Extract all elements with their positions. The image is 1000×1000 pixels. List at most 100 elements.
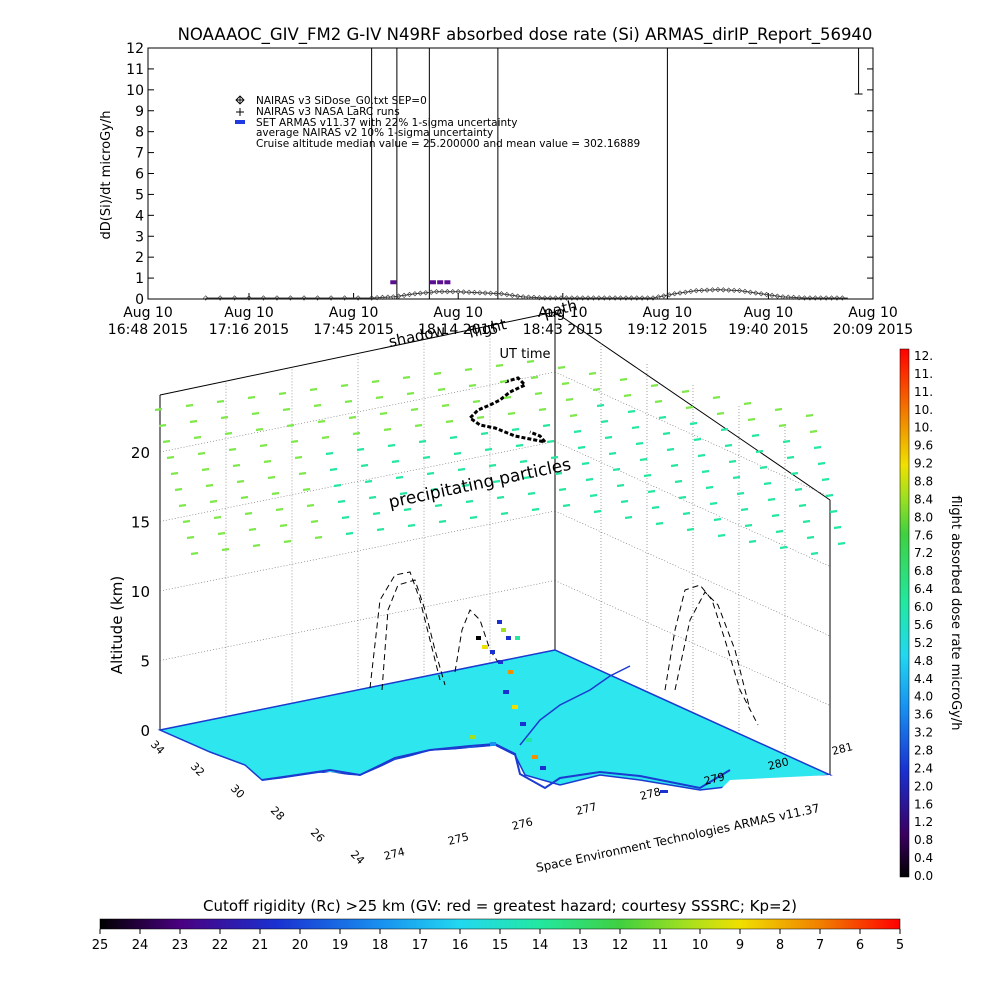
altitude-tick-label: 15 [131,514,150,532]
nairas-point [763,291,770,298]
particle-mark [321,435,330,440]
particle-mark [817,461,826,466]
nairas-point [688,288,694,295]
particle-mark [406,391,415,396]
nairas-point [791,294,797,301]
particle-mark [221,547,230,552]
particle-mark [248,527,257,532]
legend-item-nairas-g0: NAIRAS v3 SiDose_G0.txt SEP=0 [235,95,427,107]
flight-3d-plot: precipitating particles 0 5 10 15 20 Altitud… [108,311,855,900]
nairas-point [509,292,515,298]
nairas-point [328,295,334,301]
longitude-ticks: 274 275 276 277 278 279 280 281 [383,740,855,863]
dose-tick-label: 9.6 [914,439,933,453]
legend-label: NAIRAS v3 NASA LaRC runs [256,106,400,118]
particle-mark [686,527,695,532]
nairas-point [260,295,267,301]
y-tick-label: 2 [135,250,144,266]
particle-mark [790,471,799,476]
particle-mark [185,403,194,408]
particle-mark [387,443,396,448]
particle-mark [426,471,435,476]
particle-mark [654,399,663,404]
particle-mark [282,407,291,412]
nairas-point [731,287,737,293]
nairas-point [439,289,445,295]
particle-mark [732,475,741,480]
particle-mark [593,509,602,514]
nairas-point [644,295,651,301]
dose-tick-label: 10. [914,421,933,435]
particle-mark [279,523,288,528]
dose-tick-label: 10. [914,403,933,417]
particle-mark [530,375,539,380]
x-tick-label-date: Aug 10 [123,305,173,321]
nairas-point [769,292,775,298]
particle-mark [550,455,559,460]
dose-tick-label: 2.8 [914,743,933,757]
particle-mark [581,461,590,466]
rc-tick-label: 15 [492,938,509,953]
particle-mark [484,447,493,452]
nairas-point [758,291,764,297]
rc-tick-label: 18 [372,938,389,953]
particle-mark [527,491,536,496]
top-series [203,48,863,301]
nairas-point [628,295,634,301]
nairas-point [796,295,802,301]
precipitating-particles-field [154,359,846,556]
nairas-point [396,293,402,299]
particle-mark [189,419,198,424]
dose-tick-label: 3.2 [914,726,933,740]
particle-mark [166,455,175,460]
particle-mark [554,471,563,476]
particle-mark [193,435,202,440]
particle-mark [507,411,516,416]
particle-mark [631,425,640,430]
particle-mark [314,535,323,540]
nairas-point [390,294,396,300]
nairas-point [661,293,667,299]
dose-tick-label: 4.0 [914,690,933,704]
nairas-point [747,289,753,295]
nairas-point [444,289,451,295]
rc-tick-label: 6 [856,938,864,953]
particle-mark [682,511,691,516]
dose-colorbar-label: flight absorbed dose rate microGy/h [948,496,963,731]
particle-mark [201,467,210,472]
particle-mark [608,451,617,456]
particle-mark [693,437,702,442]
longitude-tick-label: 281 [831,740,855,758]
nairas-point [671,291,678,297]
particle-mark [457,467,466,472]
particle-mark [317,419,326,424]
rc-tick-label: 20 [292,938,309,953]
nairas-point [839,295,845,301]
particle-mark [217,531,226,536]
particle-mark [806,535,815,540]
y-tick-label: 4 [135,208,144,224]
particle-mark [372,511,381,516]
top-legend: NAIRAS v3 SiDose_G0.txt SEP=0 NAIRAS v3 … [235,95,640,150]
dose-tick-label: 3.6 [914,708,933,722]
particle-mark [170,471,179,476]
particle-mark [651,505,660,510]
x-tick-label-date: Aug 10 [538,305,588,321]
altitude-ticks: 0 5 10 15 20 [131,444,150,740]
nairas-point [369,295,375,301]
particle-mark [340,383,349,388]
nairas-point [709,287,716,293]
particle-mark [658,415,667,420]
particle-mark [220,415,229,420]
rc-colorbar-gradient [99,918,901,930]
particle-mark [620,499,629,504]
nairas-point [301,295,307,301]
grid-line [554,441,831,567]
particle-mark [433,371,442,376]
nairas-point [715,286,721,293]
particle-mark [275,507,284,512]
particle-mark [205,483,214,488]
particle-mark [670,463,679,468]
particle-mark [526,359,535,364]
